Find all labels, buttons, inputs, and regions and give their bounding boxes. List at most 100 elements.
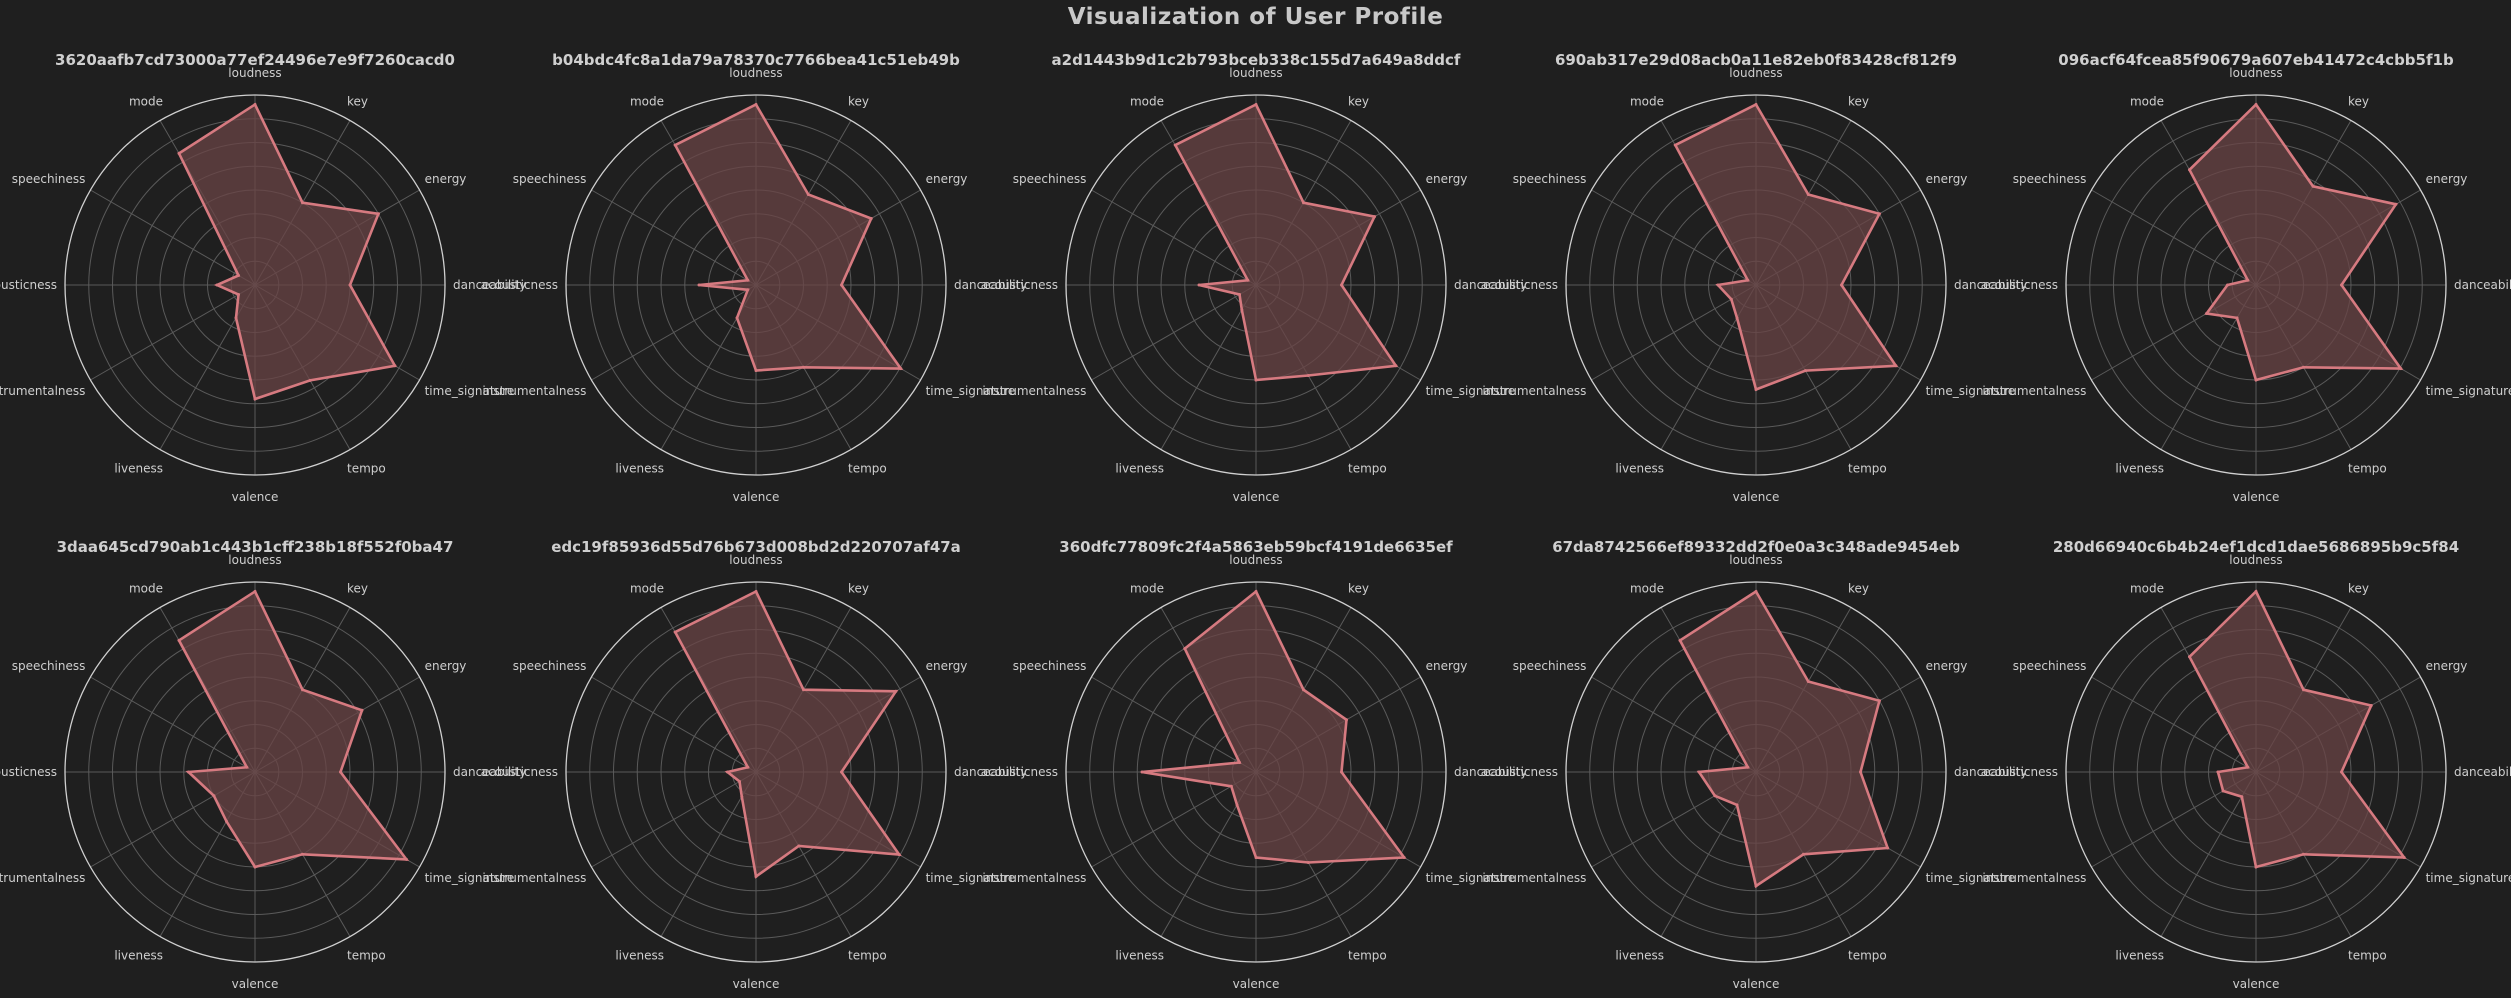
data-point (2188, 655, 2191, 659)
chart-title: 3daa645cd790ab1c443b1cff238b18f552f0ba47 (57, 538, 454, 556)
data-point (2216, 770, 2220, 774)
data-point (1678, 638, 1682, 642)
data-point (1729, 297, 1733, 301)
data-point (253, 397, 257, 401)
radar-chart: loudness key energy danceability time_signat… (1481, 538, 2028, 991)
category-label: instrumentalness (982, 384, 1086, 398)
category-label: tempo (1348, 462, 1387, 476)
data-point (237, 274, 240, 277)
data-point (1140, 770, 1144, 774)
category-label: instrumentalness (0, 871, 85, 885)
category-label: liveness (615, 949, 664, 963)
data-point (1754, 884, 1758, 888)
category-label: danceability (2454, 765, 2511, 779)
radar-chart: loudness key energy danceability time_signat… (481, 51, 1028, 504)
data-point (1754, 590, 1758, 593)
category-label: key (2348, 94, 2369, 108)
category-label: liveness (1615, 949, 1664, 963)
category-label: acousticness (1481, 765, 1558, 779)
radar-chart: loudness key energy danceability time_signat… (0, 51, 526, 504)
grid-spoke (591, 676, 757, 773)
category-label: speechiness (1013, 659, 1087, 673)
category-label: danceability (954, 765, 1027, 779)
data-point (187, 770, 190, 774)
category-label: key (848, 581, 869, 595)
data-point (1183, 647, 1187, 651)
data-point (2311, 184, 2315, 188)
chart-title: 3620aafb7cd73000a77ef24496e7e9f7260cacd0 (55, 51, 455, 69)
category-label: time_signature (425, 384, 515, 398)
outer-ring (2065, 94, 2447, 476)
data-point (2402, 856, 2406, 859)
data-point (1238, 293, 1241, 296)
data-point (1306, 374, 1310, 377)
category-label: loudness (2229, 553, 2282, 567)
data-point (1373, 215, 1376, 219)
data-point (754, 103, 758, 106)
grid-spoke (1091, 676, 1257, 773)
grid-spoke (1091, 189, 1257, 286)
category-label: speechiness (2013, 172, 2087, 186)
category-label: instrumentalness (482, 871, 586, 885)
category-label: mode (630, 581, 664, 595)
data-point (1394, 364, 1398, 368)
category-label: danceability (1454, 278, 1527, 292)
data-point (1229, 784, 1233, 788)
category-label: speechiness (12, 172, 86, 186)
category-label: danceability (1454, 765, 1527, 779)
series-polygon (177, 102, 397, 401)
category-label: energy (425, 659, 467, 673)
category-label: tempo (1848, 462, 1887, 476)
outer-ring (565, 581, 947, 963)
chart-title: 67da8742566ef89332dd2f0e0a3c348ade9454eb (1552, 538, 1960, 556)
radar-chart: loudness key energy danceability time_signat… (0, 538, 526, 991)
category-label: tempo (347, 949, 386, 963)
data-point (802, 688, 805, 692)
category-label: tempo (347, 462, 386, 476)
data-point (2246, 765, 2250, 769)
category-label: acousticness (1981, 765, 2058, 779)
category-label: energy (2426, 659, 2468, 673)
series-polygon (1141, 589, 1407, 864)
category-label: valence (1233, 977, 1280, 991)
category-label: speechiness (1513, 172, 1587, 186)
category-label: liveness (1115, 462, 1164, 476)
outer-ring (1565, 94, 1947, 476)
chart-title: 096acf64fcea85f90679a607eb41472c4cbb5f1b (2058, 51, 2454, 69)
category-label: liveness (114, 462, 163, 476)
data-point (1859, 770, 1862, 774)
chart-title: 690ab317e29d08acb0a11e82eb0f83428cf812f9 (1555, 51, 1957, 69)
data-point (212, 794, 216, 798)
data-point (253, 103, 257, 106)
data-point (2226, 283, 2229, 287)
category-label: mode (1130, 94, 1164, 108)
chart-title: b04bdc4fc8a1da79a78370c7766bea41c51eb49b (552, 51, 960, 69)
data-point (2254, 865, 2258, 869)
data-point (1254, 103, 1258, 106)
category-label: time_signature (2426, 871, 2511, 885)
category-label: key (1848, 581, 1869, 595)
data-point (1254, 590, 1258, 593)
category-label: acousticness (481, 765, 558, 779)
data-point (2254, 103, 2258, 106)
category-label: mode (2130, 94, 2164, 108)
category-label: key (1348, 94, 1369, 108)
data-point (840, 770, 843, 774)
category-label: instrumentalness (1482, 871, 1586, 885)
category-label: loudness (729, 66, 782, 80)
radar-chart: loudness key energy danceability time_signat… (1481, 51, 2028, 504)
category-label: tempo (848, 949, 887, 963)
category-label: loudness (1729, 66, 1782, 80)
data-point (1254, 856, 1258, 859)
category-label: speechiness (1513, 659, 1587, 673)
data-point (2254, 590, 2258, 593)
category-label: tempo (848, 462, 887, 476)
data-point (1302, 201, 1305, 205)
data-point (2240, 795, 2244, 799)
data-point (1754, 103, 1758, 106)
category-label: speechiness (513, 659, 587, 673)
category-label: energy (926, 172, 968, 186)
category-label: energy (425, 172, 467, 186)
series-polygon (673, 102, 904, 372)
category-label: acousticness (981, 278, 1058, 292)
